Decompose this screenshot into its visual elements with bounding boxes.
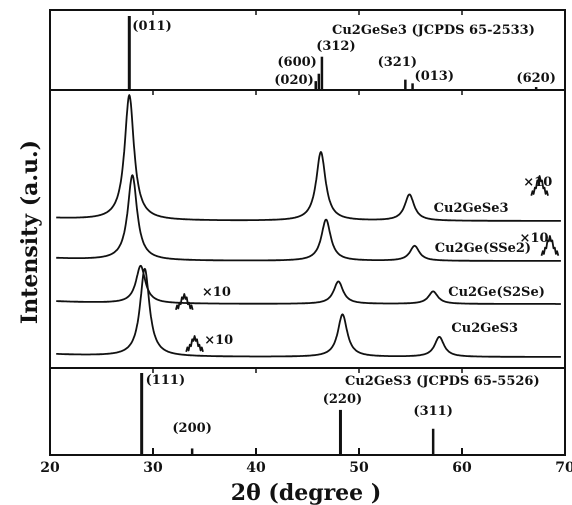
reference-peak-label: (013) xyxy=(415,69,454,84)
x-tick-label: 30 xyxy=(143,460,163,476)
x-tick-label: 60 xyxy=(452,460,472,476)
reference-peak-label: (312) xyxy=(316,39,355,54)
bottom-reference-title: Cu2GeS3 (JCPDS 65-5526) xyxy=(345,374,540,389)
series-label: Cu2GeS3 xyxy=(451,321,518,336)
panel-frame-2 xyxy=(49,367,566,456)
xrd-pattern-line xyxy=(55,174,562,262)
x-tick-label: 70 xyxy=(555,460,572,476)
x-axis-ticks: 20 30 40 50 60 70 xyxy=(40,11,572,476)
series-label: Cu2GeSe3 xyxy=(434,201,509,216)
reference-peak-label: (220) xyxy=(323,392,362,407)
reference-peak-label: (020) xyxy=(274,73,313,88)
inset-scale-label: ×10 xyxy=(523,175,552,190)
reference-peak-label: (620) xyxy=(516,71,555,86)
x-tick-label: 50 xyxy=(349,460,369,476)
bottom-reference-panel: (111) (200) (220) (311) xyxy=(140,373,453,455)
top-reference-panel: (011) (020) (600)(312) (321)(013) (620) xyxy=(127,16,556,90)
inset-magnified-peak xyxy=(175,293,194,311)
xrd-pattern-line xyxy=(55,94,562,222)
x-axis-title: 2θ (degree ) xyxy=(231,480,381,505)
inset-magnified-peak xyxy=(530,175,549,196)
y-axis-title: Intensity (a.u.) xyxy=(17,140,43,324)
xrd-pattern-line xyxy=(55,264,562,305)
x-tick-label: 40 xyxy=(246,460,266,476)
reference-peak-label: (200) xyxy=(172,421,211,436)
reference-peak-label: (311) xyxy=(413,404,452,419)
inset-magnified-peak xyxy=(185,335,204,353)
reference-peak-label: (600) xyxy=(277,55,316,70)
inset-scale-label: ×10 xyxy=(202,285,231,300)
panel-frames xyxy=(49,9,566,456)
inset-scale-label: ×10 xyxy=(520,231,549,246)
reference-peak-label: (111) xyxy=(146,373,185,388)
x-tick-label: 20 xyxy=(40,460,60,476)
reference-peak-label: (011) xyxy=(132,19,171,34)
xrd-pattern-line xyxy=(55,267,562,358)
series-label: Cu2Ge(S2Se) xyxy=(448,285,545,300)
top-reference-title: Cu2GeSe3 (JCPDS 65-2533) xyxy=(332,23,535,38)
reference-peak-label: (321) xyxy=(378,55,417,70)
series-label: Cu2Ge(SSe2) xyxy=(435,241,531,256)
inset-scale-label: ×10 xyxy=(204,333,233,348)
inset-magnified-peak xyxy=(540,235,560,256)
